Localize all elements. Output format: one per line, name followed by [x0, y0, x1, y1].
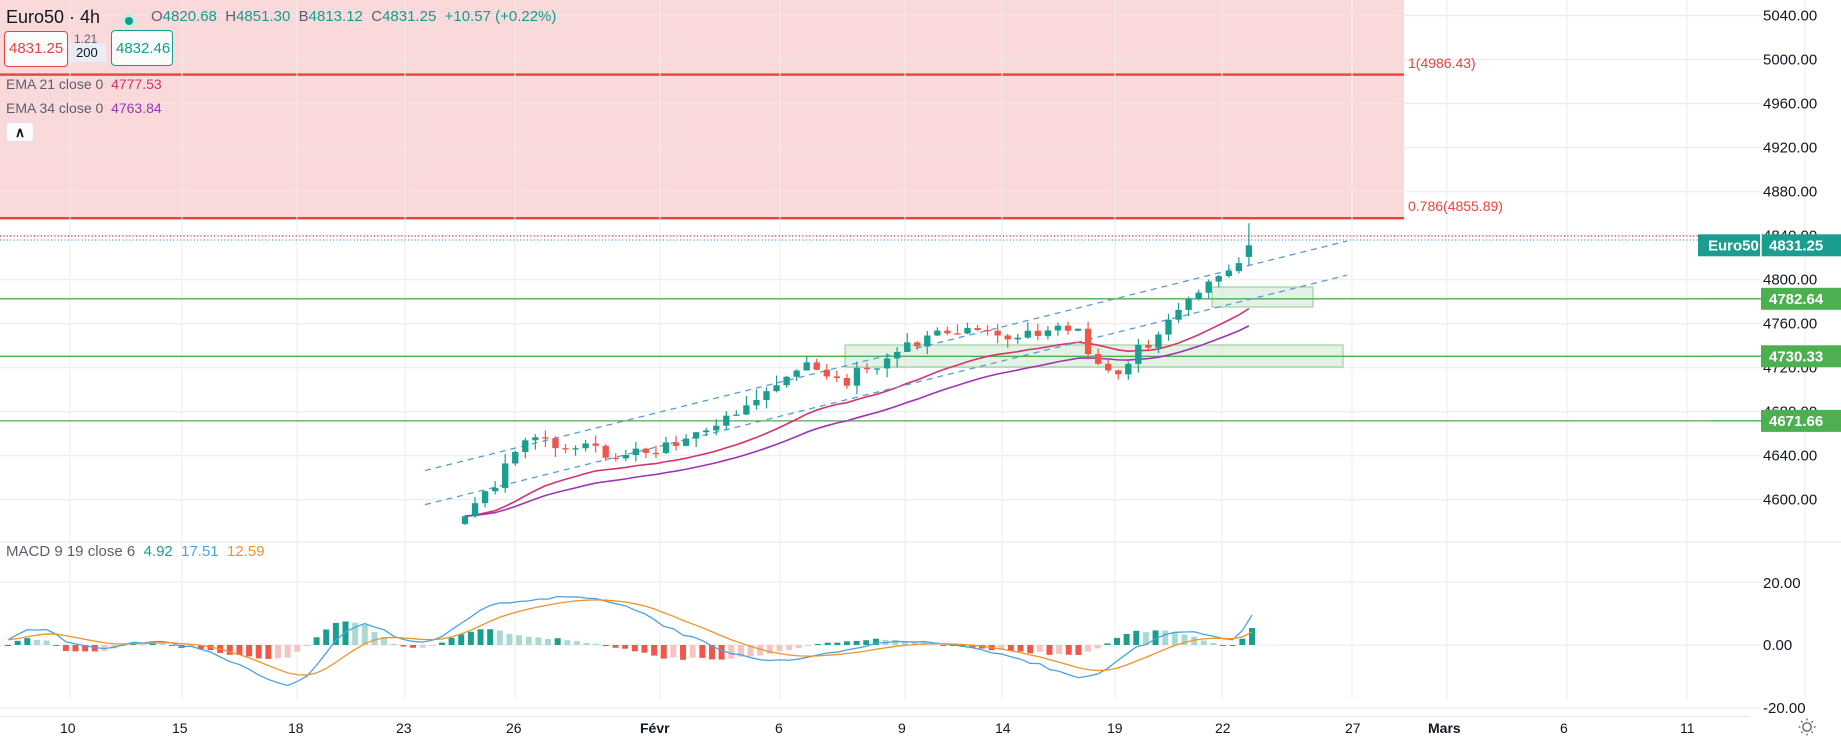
svg-text:4760.00: 4760.00 — [1763, 316, 1817, 333]
svg-text:4640.00: 4640.00 — [1763, 448, 1817, 465]
svg-text:5040.00: 5040.00 — [1763, 8, 1817, 25]
svg-text:-20.00: -20.00 — [1763, 700, 1806, 717]
svg-text:20.00: 20.00 — [1763, 575, 1801, 592]
svg-text:4782.64: 4782.64 — [1769, 291, 1824, 308]
svg-text:Euro50: Euro50 — [1708, 237, 1759, 254]
svg-text:4800.00: 4800.00 — [1763, 272, 1817, 289]
svg-text:4960.00: 4960.00 — [1763, 96, 1817, 113]
svg-text:0.00: 0.00 — [1763, 637, 1792, 654]
svg-text:4600.00: 4600.00 — [1763, 492, 1817, 509]
svg-text:4880.00: 4880.00 — [1763, 184, 1817, 201]
svg-text:0.786(4855.89): 0.786(4855.89) — [1408, 198, 1503, 214]
svg-text:1(4986.43): 1(4986.43) — [1408, 55, 1476, 71]
svg-text:4671.66: 4671.66 — [1769, 413, 1823, 430]
svg-text:5000.00: 5000.00 — [1763, 52, 1817, 69]
svg-text:4730.33: 4730.33 — [1769, 348, 1823, 365]
svg-text:4920.00: 4920.00 — [1763, 140, 1817, 157]
svg-text:4831.25: 4831.25 — [1769, 237, 1823, 254]
